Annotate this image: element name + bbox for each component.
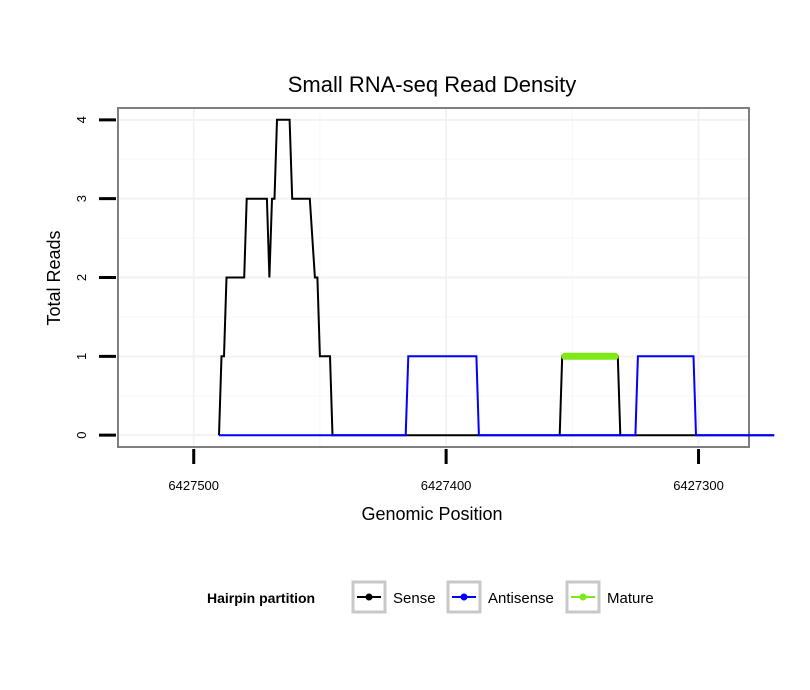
legend-item-sense: Sense <box>351 580 436 614</box>
x-axis-label: Genomic Position <box>361 504 502 524</box>
legend-item-mature: Mature <box>565 580 654 614</box>
legend-title: Hairpin partition <box>207 590 315 606</box>
x-tick-label: 6427300 <box>673 478 724 493</box>
legend: Hairpin partition Sense Antisense Mature <box>207 580 654 614</box>
y-tick-label: 1 <box>74 353 89 360</box>
x-tick-label: 6427400 <box>421 478 472 493</box>
grid-lines <box>119 109 748 446</box>
legend-label-mature: Mature <box>607 590 654 607</box>
legend-point-sense <box>365 593 373 601</box>
y-axis-label: Total Reads <box>44 230 64 325</box>
y-tick-label: 2 <box>74 274 89 281</box>
series-line-sense <box>218 118 775 437</box>
legend-label-sense: Sense <box>393 590 436 607</box>
y-axis: 0 1 2 3 4 <box>74 116 116 439</box>
series-layer <box>218 118 775 437</box>
y-tick-label: 3 <box>74 195 89 202</box>
y-tick-label: 4 <box>74 116 89 123</box>
legend-point-mature <box>579 593 587 601</box>
series-line-antisense <box>219 355 775 437</box>
chart-title: Small RNA-seq Read Density <box>288 72 577 97</box>
legend-item-antisense: Antisense <box>446 580 554 614</box>
x-axis: 6427500 6427400 6427300 <box>168 449 724 493</box>
x-tick-label: 6427500 <box>168 478 219 493</box>
legend-point-antisense <box>460 593 468 601</box>
legend-label-antisense: Antisense <box>488 590 554 607</box>
y-tick-label: 0 <box>74 432 89 439</box>
